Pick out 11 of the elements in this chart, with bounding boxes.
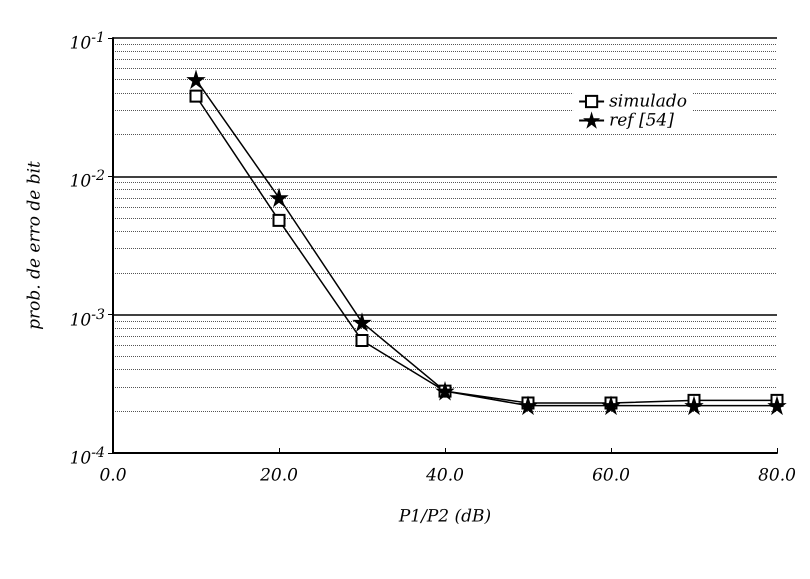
x-tick-label: 80.0 (758, 466, 796, 486)
x-tick-label: 20.0 (259, 466, 298, 486)
y-tick-label: 10$^{-2}$ (70, 167, 105, 193)
x-tick-label: 60.0 (592, 466, 630, 486)
x-axis-title: P1/P2 (dB) (398, 506, 492, 526)
legend-label: simulado (609, 92, 688, 112)
y-tick-label: 10$^{-3}$ (70, 306, 105, 332)
x-tick-label: 40.0 (425, 466, 464, 486)
legend-label: ref [54] (609, 110, 674, 130)
y-axis-title: prob. de erro de bit (24, 160, 44, 330)
y-tick-label: 10$^{-1}$ (70, 29, 105, 55)
